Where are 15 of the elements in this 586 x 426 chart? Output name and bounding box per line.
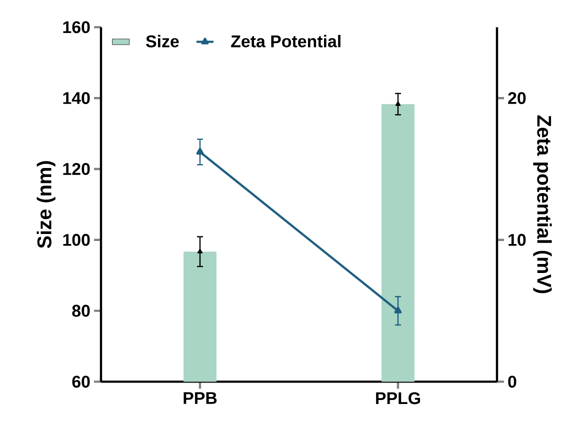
legend-label: Zeta Potential xyxy=(231,34,340,48)
y2-tick-label: 20 xyxy=(508,92,526,104)
y-axis-title: Size (nm) xyxy=(36,161,56,248)
legend-label: Size xyxy=(146,34,179,48)
y2-tick-label: 10 xyxy=(508,234,526,246)
y2-axis-title: Zeta potential (mV) xyxy=(533,115,552,294)
x-tick-label: PPLG xyxy=(376,392,420,404)
y-tick-label: 160 xyxy=(63,21,90,34)
y-tick-label: 80 xyxy=(72,304,90,317)
y-tick-label: 140 xyxy=(63,92,90,104)
y-tick-label: 120 xyxy=(63,163,90,175)
y-tick-label: 100 xyxy=(63,234,90,246)
y-tick-label: 60 xyxy=(72,376,90,388)
x-tick-label: PPB xyxy=(184,392,217,404)
y2-tick-label: 0 xyxy=(508,376,516,388)
